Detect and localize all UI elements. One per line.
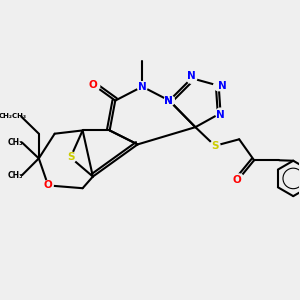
Text: CH₃: CH₃	[7, 171, 23, 180]
Circle shape	[187, 73, 197, 83]
Text: S: S	[67, 152, 74, 163]
Circle shape	[164, 96, 174, 106]
Text: N: N	[218, 81, 226, 91]
Circle shape	[137, 82, 147, 92]
Circle shape	[214, 81, 224, 91]
Text: N: N	[164, 96, 172, 106]
Text: S: S	[211, 141, 219, 151]
Circle shape	[210, 141, 220, 151]
Text: O: O	[232, 175, 241, 185]
Circle shape	[91, 82, 100, 91]
Text: N: N	[187, 71, 196, 81]
Text: N: N	[138, 82, 147, 92]
Text: CH₂CH₃: CH₂CH₃	[0, 113, 27, 119]
Circle shape	[65, 152, 76, 163]
Circle shape	[43, 180, 53, 190]
Circle shape	[215, 108, 226, 118]
Circle shape	[235, 174, 244, 183]
Circle shape	[164, 96, 174, 106]
Text: N: N	[216, 110, 225, 120]
Text: O: O	[88, 80, 97, 90]
Text: N: N	[164, 96, 172, 106]
Text: CH₃: CH₃	[7, 138, 23, 147]
Text: O: O	[44, 180, 52, 190]
